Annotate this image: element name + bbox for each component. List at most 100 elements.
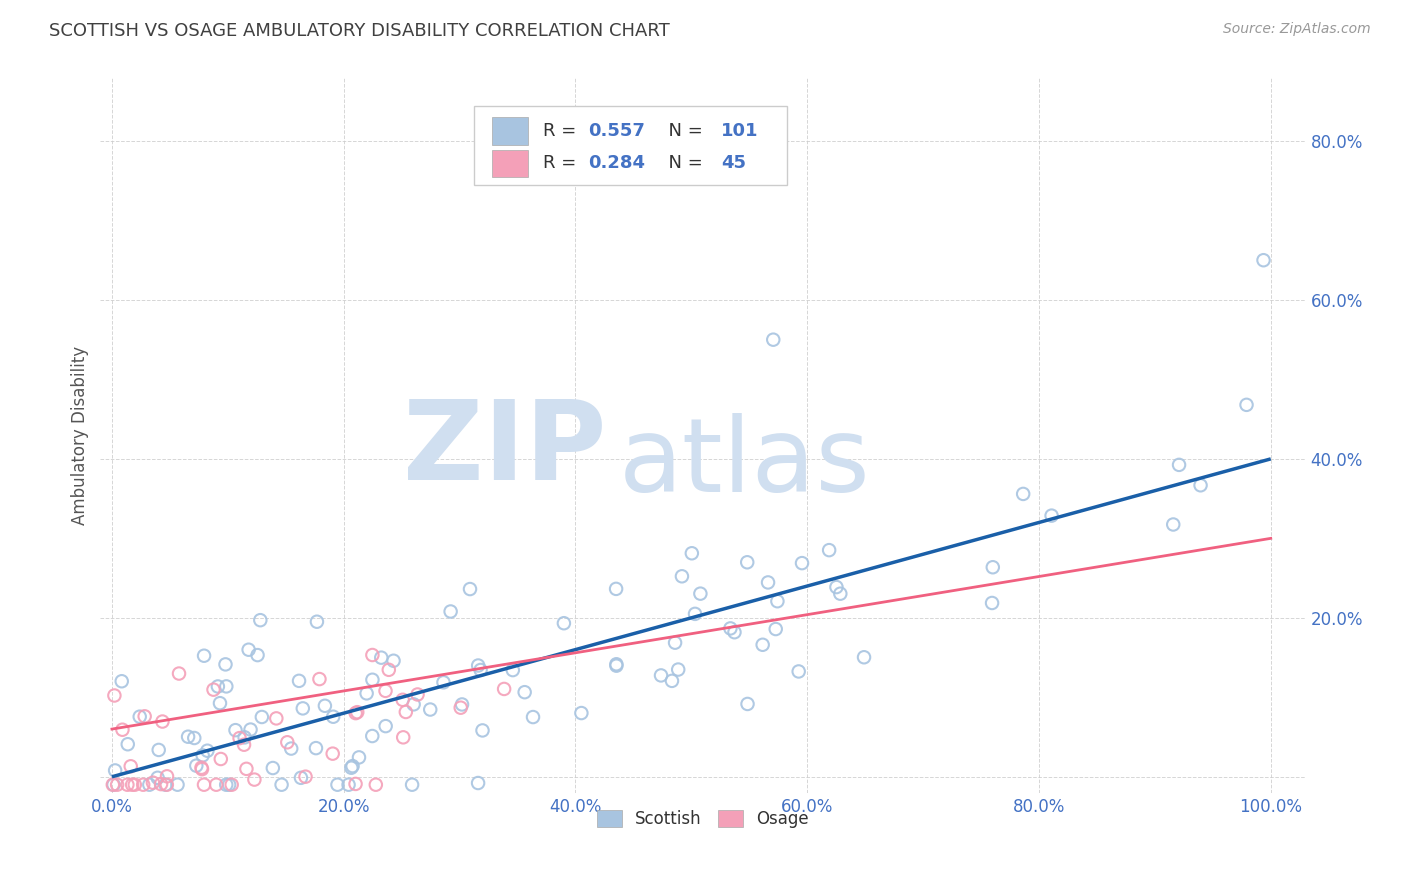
Point — [294, 770, 316, 784]
Point — [432, 675, 454, 690]
Point — [208, 696, 231, 710]
Point — [720, 621, 742, 635]
Point — [1236, 398, 1258, 412]
Point — [981, 596, 1004, 610]
Point — [683, 607, 706, 621]
Point — [402, 698, 425, 712]
Point — [103, 778, 125, 792]
Point — [361, 648, 384, 662]
Text: 0.284: 0.284 — [589, 154, 645, 172]
Point — [392, 731, 415, 745]
Point — [681, 546, 703, 560]
Point — [243, 772, 266, 787]
Point — [664, 635, 686, 649]
Text: N =: N = — [657, 154, 709, 172]
Point — [104, 764, 127, 778]
Point — [762, 333, 785, 347]
Text: 101: 101 — [721, 122, 758, 140]
Point — [218, 778, 240, 792]
Text: N =: N = — [657, 122, 709, 140]
Point — [193, 778, 215, 792]
Point — [233, 738, 256, 752]
Point — [470, 663, 492, 677]
Point — [825, 580, 848, 594]
Point — [235, 762, 257, 776]
Point — [853, 650, 876, 665]
Text: SCOTTISH VS OSAGE AMBULATORY DISABILITY CORRELATION CHART: SCOTTISH VS OSAGE AMBULATORY DISABILITY … — [49, 22, 671, 40]
Point — [340, 761, 363, 775]
Point — [326, 778, 349, 792]
Point — [322, 710, 344, 724]
Point — [128, 709, 150, 723]
Point — [1168, 458, 1191, 472]
Point — [981, 560, 1004, 574]
Point — [117, 778, 139, 792]
Point — [190, 761, 212, 775]
Point — [103, 689, 125, 703]
Point — [132, 778, 155, 792]
Point — [156, 769, 179, 783]
Point — [111, 723, 134, 737]
Point — [215, 778, 238, 792]
Point — [305, 741, 328, 756]
Point — [186, 758, 208, 772]
Point — [605, 582, 627, 596]
Point — [238, 642, 260, 657]
FancyBboxPatch shape — [474, 106, 787, 185]
Point — [305, 615, 328, 629]
Point — [361, 673, 384, 687]
Text: R =: R = — [543, 154, 582, 172]
Point — [207, 680, 229, 694]
Point — [209, 752, 232, 766]
Point — [502, 663, 524, 677]
Point — [101, 778, 124, 792]
Point — [221, 778, 243, 792]
Point — [150, 777, 173, 791]
Point — [166, 778, 188, 792]
Point — [467, 776, 489, 790]
Point — [124, 778, 146, 792]
Point — [450, 700, 472, 714]
Point — [513, 685, 536, 699]
Point — [156, 778, 179, 792]
Point — [790, 556, 813, 570]
Point — [344, 777, 367, 791]
Point — [666, 663, 689, 677]
Point — [382, 654, 405, 668]
Point — [451, 698, 474, 712]
Bar — [492, 118, 529, 145]
Point — [121, 778, 143, 792]
Point — [605, 658, 627, 673]
Point — [346, 705, 368, 719]
Point — [671, 569, 693, 583]
Point — [661, 673, 683, 688]
Text: R =: R = — [543, 122, 582, 140]
Point — [723, 625, 745, 640]
Y-axis label: Ambulatory Disability: Ambulatory Disability — [72, 345, 89, 524]
Point — [191, 762, 214, 776]
Point — [233, 731, 256, 745]
Point — [138, 778, 160, 792]
Point — [148, 743, 170, 757]
Point — [830, 587, 852, 601]
Point — [288, 673, 311, 688]
Point — [337, 778, 360, 792]
Point — [249, 613, 271, 627]
Point — [246, 648, 269, 662]
Point — [374, 719, 396, 733]
Point — [571, 706, 593, 720]
Point — [250, 710, 273, 724]
Point — [202, 682, 225, 697]
Legend: Scottish, Osage: Scottish, Osage — [591, 803, 815, 834]
Point — [751, 638, 773, 652]
Point — [155, 778, 177, 792]
Point — [553, 616, 575, 631]
Point — [818, 543, 841, 558]
Text: 45: 45 — [721, 154, 747, 172]
Point — [195, 744, 218, 758]
Point — [266, 711, 288, 725]
Point — [214, 657, 236, 672]
Bar — [492, 150, 529, 177]
Point — [120, 759, 142, 773]
Point — [471, 723, 494, 738]
